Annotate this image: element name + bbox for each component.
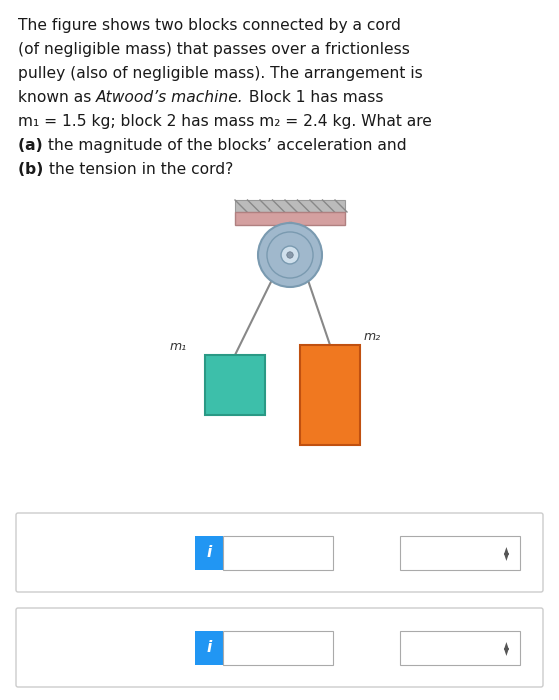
- Text: The figure shows two blocks connected by a cord: The figure shows two blocks connected by…: [18, 18, 401, 33]
- Text: ◄►: ◄►: [501, 545, 511, 560]
- Text: m₁: m₁: [170, 340, 187, 353]
- Bar: [300, 345, 360, 445]
- Text: known as: known as: [18, 90, 96, 105]
- Text: pulley (also of negligible mass). The arrangement is: pulley (also of negligible mass). The ar…: [18, 66, 423, 81]
- Text: the magnitude of the blocks’ acceleration and: the magnitude of the blocks’ acceleratio…: [48, 138, 407, 153]
- Circle shape: [267, 232, 313, 278]
- Text: the tension in the cord?: the tension in the cord?: [49, 162, 233, 177]
- Text: Number: Number: [63, 545, 128, 560]
- Text: (a): (a): [18, 138, 48, 153]
- FancyBboxPatch shape: [16, 513, 543, 592]
- Bar: [235, 212, 345, 225]
- Circle shape: [287, 252, 293, 258]
- Text: i: i: [206, 545, 212, 560]
- Text: Units: Units: [345, 640, 386, 655]
- Bar: [195, 536, 223, 570]
- Bar: [195, 631, 223, 664]
- Bar: [400, 631, 520, 664]
- Bar: [235, 200, 345, 212]
- Bar: [223, 631, 333, 664]
- Text: (a): (a): [32, 545, 63, 560]
- Text: Number: Number: [64, 640, 129, 655]
- Text: Units: Units: [345, 545, 386, 560]
- Text: Block 1 has mass: Block 1 has mass: [244, 90, 383, 105]
- Circle shape: [281, 246, 299, 264]
- Text: Atwood’s machine.: Atwood’s machine.: [96, 90, 244, 105]
- Text: m₁ = 1.5 kg; block 2 has mass m₂ = 2.4 kg. What are: m₁ = 1.5 kg; block 2 has mass m₂ = 2.4 k…: [18, 114, 432, 129]
- Circle shape: [258, 223, 322, 287]
- Text: i: i: [206, 640, 212, 655]
- Text: (b): (b): [32, 640, 64, 655]
- Text: ◄►: ◄►: [501, 640, 511, 655]
- Text: (of negligible mass) that passes over a frictionless: (of negligible mass) that passes over a …: [18, 42, 410, 57]
- Text: (b): (b): [18, 162, 49, 177]
- Text: m₂: m₂: [364, 330, 381, 343]
- FancyBboxPatch shape: [16, 608, 543, 687]
- Bar: [400, 536, 520, 570]
- Bar: [205, 355, 265, 415]
- Bar: [223, 536, 333, 570]
